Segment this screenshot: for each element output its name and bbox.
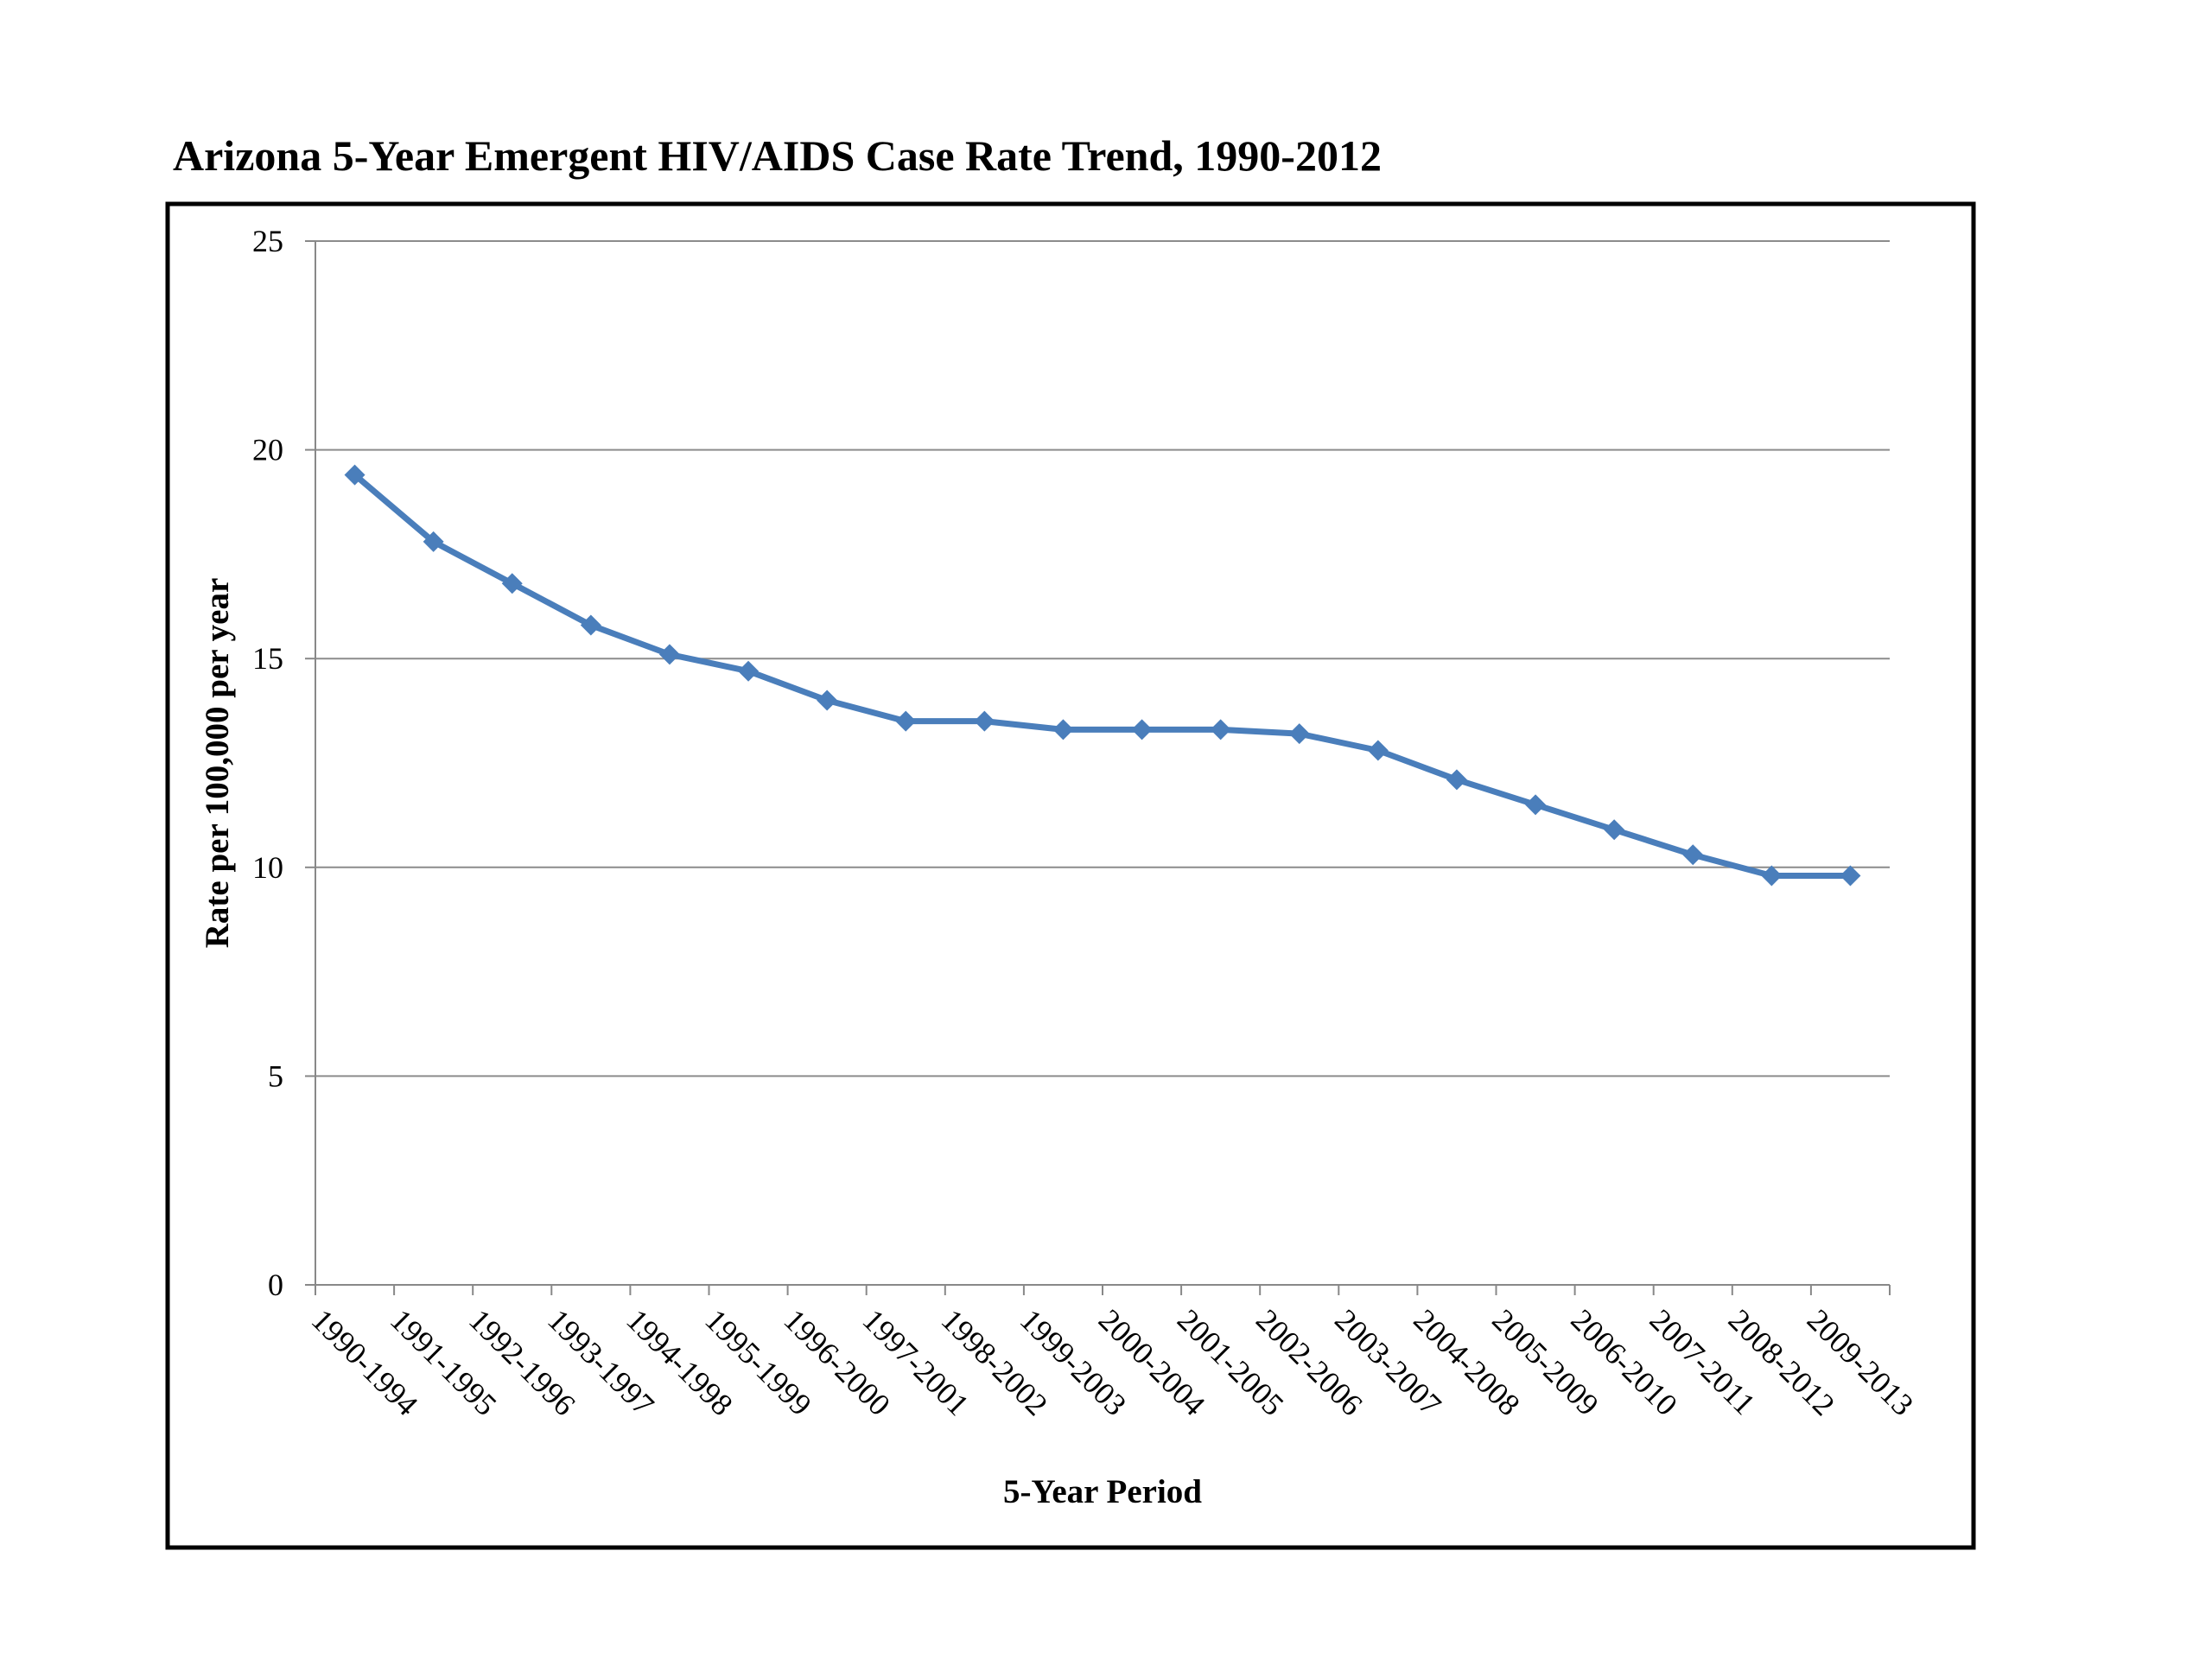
x-axis-label: 5-Year Period bbox=[1003, 1473, 1202, 1510]
y-tick-label: 25 bbox=[252, 224, 283, 258]
series-layer bbox=[344, 464, 1861, 887]
y-tick-label: 20 bbox=[252, 433, 283, 467]
data-point bbox=[1525, 794, 1547, 816]
data-point bbox=[974, 710, 995, 732]
data-point bbox=[580, 614, 601, 636]
y-tick-label: 5 bbox=[268, 1058, 283, 1093]
y-tick-label: 0 bbox=[268, 1268, 283, 1302]
data-point bbox=[1840, 865, 1861, 887]
y-tick-label: 15 bbox=[252, 641, 283, 676]
data-point bbox=[658, 644, 680, 665]
data-point bbox=[1682, 844, 1704, 866]
y-tick-label: 10 bbox=[252, 850, 283, 885]
data-point bbox=[1052, 719, 1074, 741]
data-point bbox=[501, 573, 523, 594]
data-point bbox=[1604, 819, 1625, 841]
data-point bbox=[423, 531, 444, 552]
data-point bbox=[1210, 719, 1231, 741]
chart-frame bbox=[165, 201, 1976, 1550]
data-point bbox=[895, 710, 917, 732]
series-line bbox=[353, 472, 1851, 879]
data-point bbox=[1131, 719, 1153, 741]
data-point bbox=[1761, 865, 1783, 887]
data-point bbox=[738, 660, 760, 682]
x-tick-labels: 1990-19941991-19951992-19961993-19971994… bbox=[305, 1302, 1920, 1422]
y-axis-label: Rate per 100,000 per year bbox=[199, 578, 236, 949]
data-point bbox=[1288, 723, 1310, 745]
data-point bbox=[1446, 769, 1467, 791]
data-point bbox=[1367, 740, 1389, 761]
data-point bbox=[817, 690, 838, 711]
chart-title: Arizona 5-Year Emergent HIV/AIDS Case Ra… bbox=[173, 131, 1382, 180]
data-point bbox=[344, 464, 365, 486]
y-tick-labels: 0 5 10 15 20 25 bbox=[252, 224, 283, 1302]
gridlines bbox=[305, 240, 1891, 1295]
